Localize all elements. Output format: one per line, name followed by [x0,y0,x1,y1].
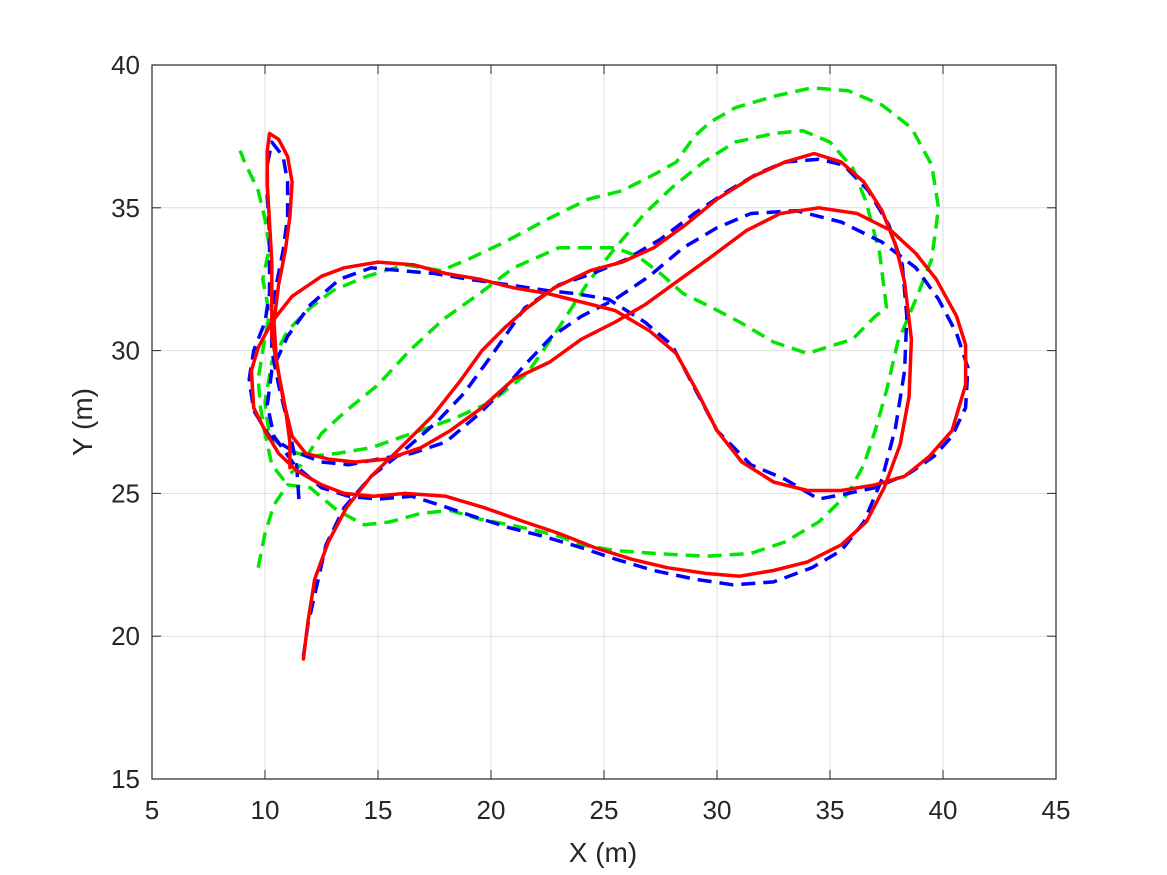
x-tick-label: 35 [816,795,845,825]
x-tick-label: 45 [1042,795,1071,825]
x-tick-label: 5 [145,795,159,825]
y-tick-labels: 15 20 25 30 35 40 [111,50,140,794]
x-axis-label: X (m) [569,837,637,868]
y-tick-label: 40 [111,50,140,80]
plot-area-frame [151,64,1057,780]
y-tick-label: 20 [111,621,140,651]
y-tick-label: 15 [111,764,140,794]
x-tick-label: 20 [477,795,506,825]
x-tick-label: 30 [703,795,732,825]
x-tick-label: 15 [364,795,393,825]
y-axis-label: Y (m) [67,388,98,456]
y-tick-label: 35 [111,193,140,223]
red-solid-trajectory [249,131,968,661]
y-tick-label: 30 [111,336,140,366]
y-tick-label: 25 [111,478,140,508]
plot-series [238,86,970,661]
x-tick-label: 25 [590,795,619,825]
x-tick-label: 40 [929,795,958,825]
x-tick-label: 10 [251,795,280,825]
x-tick-labels: 5 10 15 20 25 30 35 40 45 [145,795,1071,825]
axes [151,64,1057,780]
